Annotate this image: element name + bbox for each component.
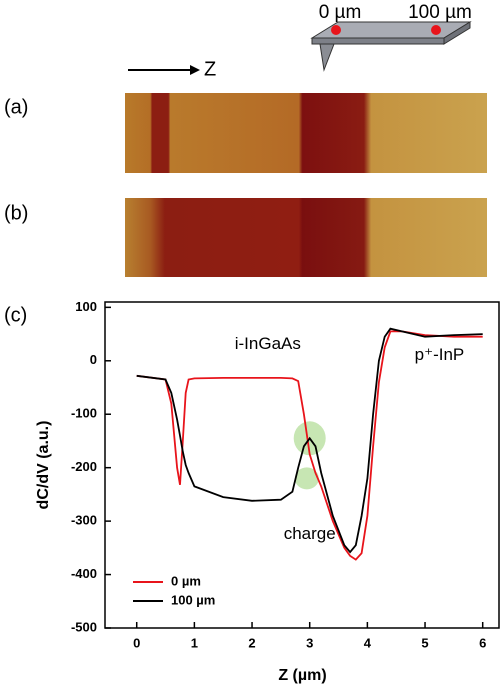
plot-frame xyxy=(104,301,500,629)
x-tick-label: 6 xyxy=(479,635,486,650)
arrow-head xyxy=(190,65,200,75)
y-tick-label: -200 xyxy=(71,459,97,474)
x-axis-label: Z (µm) xyxy=(278,667,326,684)
panel-label: (a) xyxy=(4,96,28,118)
y-tick-label: -300 xyxy=(71,513,97,528)
x-tick-label: 3 xyxy=(306,635,313,650)
y-axis-label: dC/dV (a.u.) xyxy=(35,421,52,510)
series-line xyxy=(136,327,483,554)
highlight xyxy=(294,467,319,490)
probe-dot xyxy=(431,25,441,35)
image-b xyxy=(125,198,487,277)
image-a xyxy=(125,93,487,173)
chart: 100 0 -100 -200 -300 -400 -500 0 1 2 3 4 5 6 Z (µm) dC/… xyxy=(35,299,500,684)
legend-label: 100 µm xyxy=(171,592,215,607)
y-tick-label: -100 xyxy=(71,406,97,421)
y-tick-label: -500 xyxy=(71,619,97,634)
probe-label: 100 µm xyxy=(408,2,472,23)
probe-label: 0 µm xyxy=(319,2,362,23)
x-tick-label: 4 xyxy=(364,635,372,650)
series-line xyxy=(136,330,483,561)
panel-label: (b) xyxy=(4,202,28,224)
annotation: i-InGaAs xyxy=(235,334,301,353)
x-tick-label: 0 xyxy=(133,635,140,650)
y-tick-label: 100 xyxy=(75,299,97,314)
panel-label: (c) xyxy=(4,304,27,326)
x-tick-label: 1 xyxy=(191,635,198,650)
x-tick-label: 5 xyxy=(421,635,428,650)
legend-label: 0 µm xyxy=(171,573,201,588)
probe-dot xyxy=(331,25,341,35)
cantilever-side xyxy=(311,37,445,45)
tip xyxy=(319,43,335,72)
x-tick-label: 2 xyxy=(248,635,255,650)
y-tick-label: -400 xyxy=(71,566,97,581)
y-tick-label: 0 xyxy=(90,352,97,367)
cantilever-end xyxy=(443,21,471,45)
arrow-label: Z xyxy=(204,58,216,80)
annotation: p⁺-InP xyxy=(415,345,465,364)
annotation: charge xyxy=(284,524,336,543)
